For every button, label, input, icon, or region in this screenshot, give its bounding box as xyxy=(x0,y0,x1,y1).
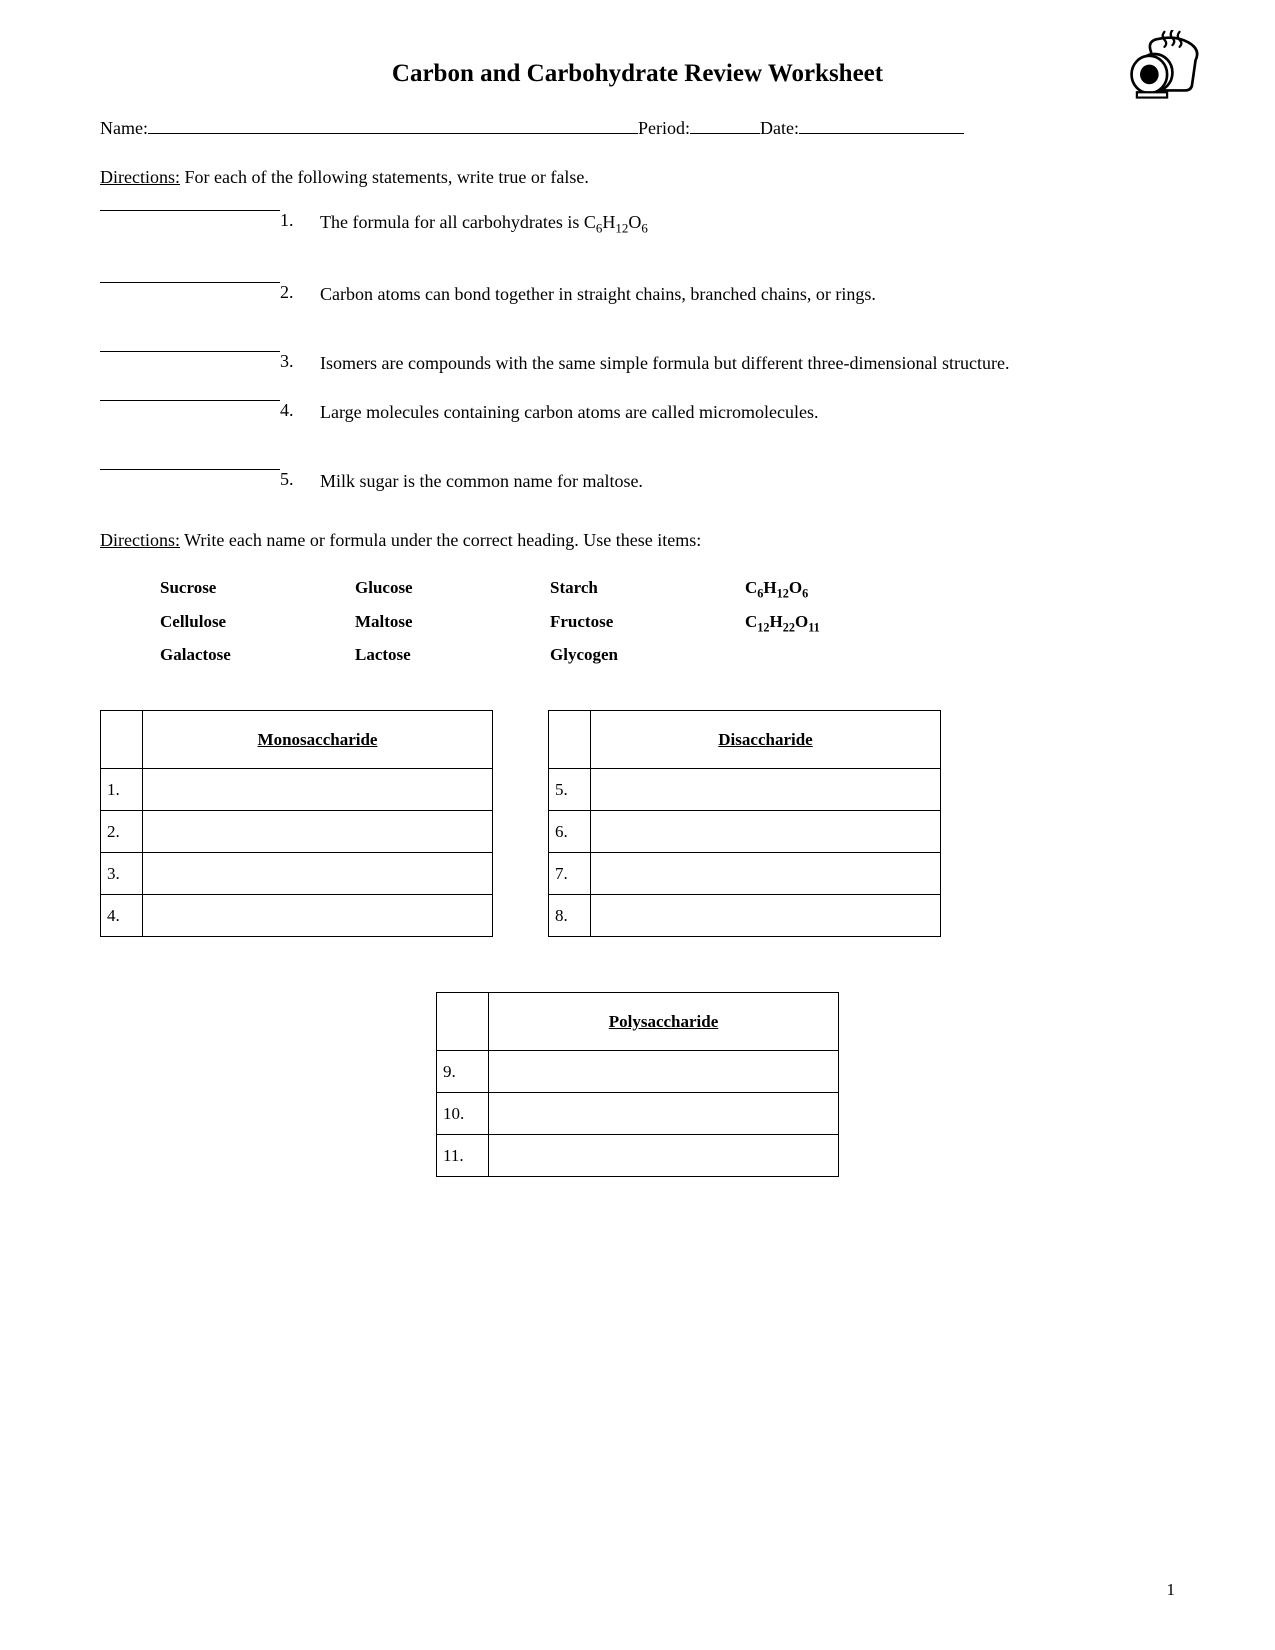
tf-number: 5. xyxy=(280,469,310,490)
answer-cell[interactable] xyxy=(591,895,941,937)
tf-item: 2.Carbon atoms can bond together in stra… xyxy=(100,282,1175,307)
word-bank-item: Glucose xyxy=(355,573,550,606)
period-label: Period: xyxy=(638,118,690,139)
name-blank[interactable] xyxy=(148,133,638,134)
tf-answer-blank[interactable] xyxy=(100,282,280,283)
answer-cell[interactable] xyxy=(143,853,493,895)
answer-cell[interactable] xyxy=(489,1135,839,1177)
answer-cell[interactable] xyxy=(143,769,493,811)
tf-statement: Isomers are compounds with the same simp… xyxy=(310,351,1175,376)
answer-cell[interactable] xyxy=(591,853,941,895)
date-label: Date: xyxy=(760,118,799,139)
word-bank-item: Galactose xyxy=(160,640,355,670)
table-heading: Disaccharide xyxy=(591,711,941,769)
tf-statement: Large molecules containing carbon atoms … xyxy=(310,400,1175,425)
word-bank-item: C6H12O6 xyxy=(745,573,940,606)
word-bank-item: Starch xyxy=(550,573,745,606)
row-number: 1. xyxy=(101,769,143,811)
tf-item: 5.Milk sugar is the common name for malt… xyxy=(100,469,1175,494)
word-bank-item: Maltose xyxy=(355,607,550,640)
row-number: 2. xyxy=(101,811,143,853)
directions-text: Write each name or formula under the cor… xyxy=(180,530,701,550)
tf-item: 1.The formula for all carbohydrates is C… xyxy=(100,210,1175,238)
table-corner xyxy=(549,711,591,769)
tf-number: 3. xyxy=(280,351,310,372)
table-corner xyxy=(101,711,143,769)
tf-statement: Carbon atoms can bond together in straig… xyxy=(310,282,1175,307)
table-corner xyxy=(437,993,489,1051)
tf-statement: Milk sugar is the common name for maltos… xyxy=(310,469,1175,494)
directions-2: Directions: Write each name or formula u… xyxy=(100,530,1175,551)
tf-answer-blank[interactable] xyxy=(100,469,280,470)
tf-number: 1. xyxy=(280,210,310,231)
answer-cell[interactable] xyxy=(591,811,941,853)
page-number: 1 xyxy=(1167,1580,1176,1600)
directions-label: Directions: xyxy=(100,167,180,187)
date-blank[interactable] xyxy=(799,133,964,134)
answer-cell[interactable] xyxy=(489,1093,839,1135)
row-number: 6. xyxy=(549,811,591,853)
tf-answer-blank[interactable] xyxy=(100,400,280,401)
polysaccharide-table: Polysaccharide9.10.11. xyxy=(436,992,839,1177)
word-bank-item: C12H22O11 xyxy=(745,607,940,640)
polysaccharide-wrap: Polysaccharide9.10.11. xyxy=(100,992,1175,1177)
tf-number: 4. xyxy=(280,400,310,421)
answer-cell[interactable] xyxy=(489,1051,839,1093)
word-bank-item: Glycogen xyxy=(550,640,745,670)
row-number: 11. xyxy=(437,1135,489,1177)
tf-item: 4.Large molecules containing carbon atom… xyxy=(100,400,1175,425)
word-bank-item: Sucrose xyxy=(160,573,355,606)
tf-answer-blank[interactable] xyxy=(100,351,280,352)
name-label: Name: xyxy=(100,118,148,139)
monosaccharide-table: Monosaccharide1.2.3.4. xyxy=(100,710,493,937)
word-bank: SucroseGlucoseStarchC6H12O6 CelluloseMalt… xyxy=(160,573,1175,670)
tf-answer-blank[interactable] xyxy=(100,210,280,211)
row-number: 7. xyxy=(549,853,591,895)
tf-item: 3.Isomers are compounds with the same si… xyxy=(100,351,1175,376)
page-title: Carbon and Carbohydrate Review Worksheet xyxy=(100,60,1175,88)
word-bank-item: Fructose xyxy=(550,607,745,640)
worksheet-page: Carbon and Carbohydrate Review Worksheet… xyxy=(0,0,1275,1650)
word-bank-item xyxy=(745,640,940,670)
answer-cell[interactable] xyxy=(143,811,493,853)
row-number: 8. xyxy=(549,895,591,937)
answer-cell[interactable] xyxy=(591,769,941,811)
header-row: Carbon and Carbohydrate Review Worksheet xyxy=(100,50,1175,108)
tf-statement: The formula for all carbohydrates is C6H… xyxy=(310,210,1175,238)
row-number: 9. xyxy=(437,1051,489,1093)
period-blank[interactable] xyxy=(690,133,760,134)
answer-cell[interactable] xyxy=(143,895,493,937)
student-info-line: Name: Period: Date: xyxy=(100,118,1175,139)
row-number: 4. xyxy=(101,895,143,937)
tf-number: 2. xyxy=(280,282,310,303)
word-bank-item: Lactose xyxy=(355,640,550,670)
row-number: 3. xyxy=(101,853,143,895)
directions-label: Directions: xyxy=(100,530,180,550)
table-heading: Polysaccharide xyxy=(489,993,839,1051)
classify-tables-row: Monosaccharide1.2.3.4. Disaccharide5.6.7… xyxy=(100,710,1175,937)
table-heading: Monosaccharide xyxy=(143,711,493,769)
bread-icon xyxy=(1115,30,1205,110)
disaccharide-table: Disaccharide5.6.7.8. xyxy=(548,710,941,937)
true-false-list: 1.The formula for all carbohydrates is C… xyxy=(100,210,1175,494)
row-number: 10. xyxy=(437,1093,489,1135)
directions-text: For each of the following statements, wr… xyxy=(180,167,589,187)
word-bank-item: Cellulose xyxy=(160,607,355,640)
row-number: 5. xyxy=(549,769,591,811)
directions-1: Directions: For each of the following st… xyxy=(100,167,1175,188)
